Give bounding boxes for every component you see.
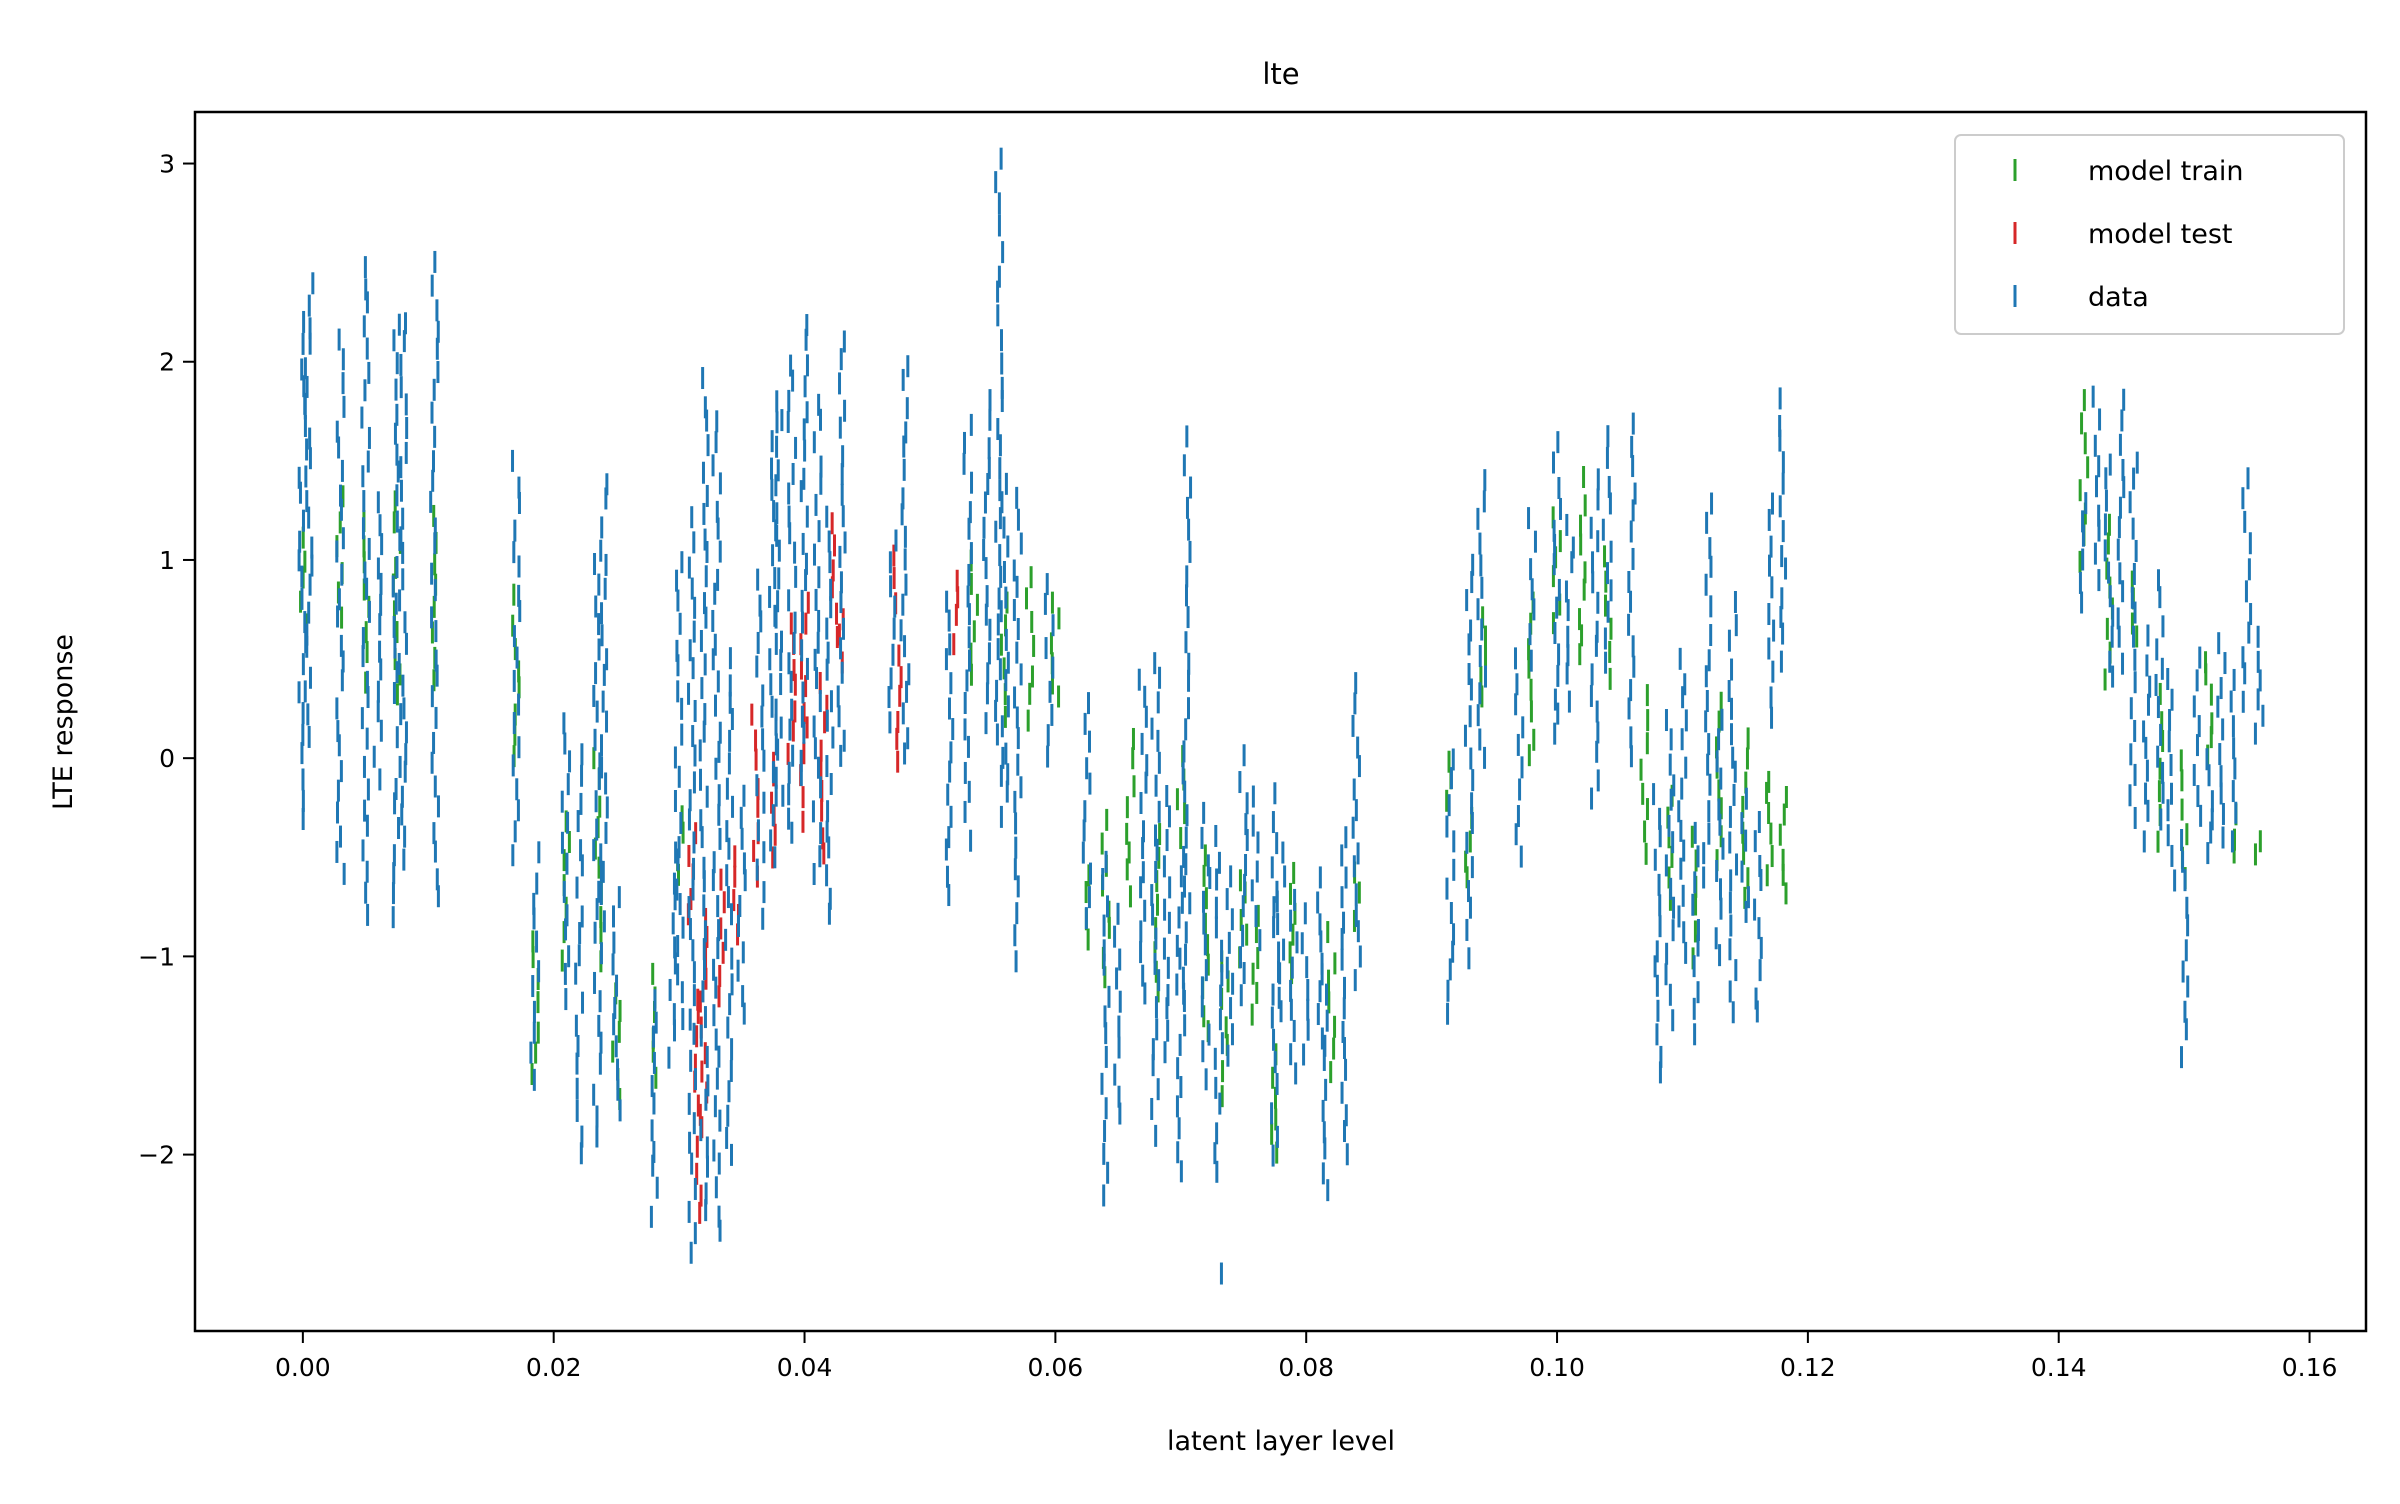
x-tick-label: 0.12 — [1780, 1353, 1836, 1382]
x-tick-label: 0.06 — [1028, 1353, 1084, 1382]
y-tick-label: −1 — [138, 942, 175, 971]
y-tick-label: 1 — [159, 546, 175, 575]
x-tick-label: 0.10 — [1529, 1353, 1585, 1382]
y-tick-label: 0 — [159, 744, 175, 773]
plot-marks — [297, 147, 2265, 1285]
y-tick-label: 2 — [159, 348, 175, 377]
series-data — [297, 147, 2265, 1285]
legend-box — [1954, 134, 2345, 335]
x-tick-label: 0.00 — [275, 1353, 331, 1382]
x-tick-label: 0.02 — [526, 1353, 582, 1382]
legend-label: model train — [2088, 156, 2244, 187]
legend: model train model test data — [1954, 134, 2345, 335]
chart-title: lte — [1262, 57, 1299, 91]
legend-label: model test — [2088, 219, 2233, 250]
x-tick-label: 0.08 — [1278, 1353, 1334, 1382]
x-tick-label: 0.16 — [2282, 1353, 2338, 1382]
x-tick-label: 0.14 — [2031, 1353, 2087, 1382]
legend-label: data — [2088, 282, 2149, 313]
y-axis-label: LTE response — [48, 634, 79, 810]
series-model-train — [299, 389, 2262, 1164]
x-tick-label: 0.04 — [777, 1353, 833, 1382]
x-axis: 0.00 0.02 0.04 0.06 0.08 0.10 0.12 0.14 0.16 — [275, 1331, 2337, 1382]
y-tick-label: −2 — [138, 1141, 175, 1170]
axes-frame — [193, 110, 2368, 1333]
y-tick-label: 3 — [159, 150, 175, 179]
y-axis: −2 −1 0 1 2 3 — [138, 150, 195, 1170]
x-axis-label: latent layer level — [1167, 1426, 1395, 1457]
